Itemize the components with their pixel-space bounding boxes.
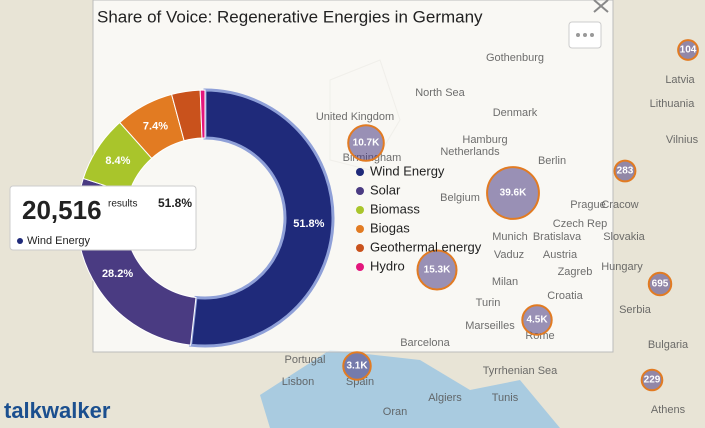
legend-marker xyxy=(356,206,364,214)
place-label: Athens xyxy=(651,404,686,416)
data-label: 8.4% xyxy=(105,155,130,167)
tooltip-series: Wind Energy xyxy=(27,235,90,247)
legend-label: Hydro xyxy=(370,258,405,273)
bubble-label: 15.3K xyxy=(424,265,451,276)
place-label: Gothenburg xyxy=(486,52,544,64)
donut-slice xyxy=(188,88,335,348)
data-label: 51.8% xyxy=(293,218,324,230)
place-label: Berlin xyxy=(538,155,566,167)
place-label: Cracow xyxy=(601,199,638,211)
place-label: Tyrrhenian Sea xyxy=(483,365,558,377)
tooltip: 20,516 results 51.8% Wind Energy xyxy=(9,185,197,251)
place-label: Netherlands xyxy=(440,146,500,158)
tooltip-dot xyxy=(17,238,23,244)
bubble-label: 39.6K xyxy=(500,188,527,199)
place-label: Barcelona xyxy=(400,337,450,349)
place-label: Serbia xyxy=(619,304,652,316)
place-label: Slovakia xyxy=(603,231,645,243)
map-bubble xyxy=(342,351,372,381)
legend-marker xyxy=(356,225,364,233)
map-bubble xyxy=(613,159,637,183)
place-label: Prague xyxy=(570,199,605,211)
place-label: Turin xyxy=(476,297,501,309)
bubble-label: 229 xyxy=(644,375,661,386)
chart-title: Share of Voice: Regenerative Energies in… xyxy=(97,7,483,26)
legend-label: Biogas xyxy=(370,220,410,235)
legend-label: Wind Energy xyxy=(370,163,445,178)
legend-marker xyxy=(356,244,364,252)
bubble-label: 4.5K xyxy=(526,315,548,326)
place-label: Denmark xyxy=(493,107,538,119)
place-label: Milan xyxy=(492,276,518,288)
place-label: Vilnius xyxy=(666,134,699,146)
place-label: Zagreb xyxy=(558,266,593,278)
place-label: Latvia xyxy=(665,74,695,86)
tooltip-unit: results xyxy=(108,199,137,210)
legend-label: Biomass xyxy=(370,201,420,216)
place-label: Portugal xyxy=(285,354,326,366)
menu-button[interactable] xyxy=(568,21,602,49)
place-label: Lisbon xyxy=(282,376,314,388)
place-label: Vaduz xyxy=(494,249,524,261)
bubble-label: 283 xyxy=(617,166,634,177)
place-label: Bratislava xyxy=(533,231,582,243)
map-bubble xyxy=(486,166,540,220)
place-label: Marseilles xyxy=(465,320,515,332)
legend-marker xyxy=(356,168,364,176)
tooltip-count: 20,516 xyxy=(22,195,102,225)
map-bubble xyxy=(677,39,699,61)
place-label: Munich xyxy=(492,231,527,243)
bubble-label: 10.7K xyxy=(353,138,380,149)
bubble-label: 695 xyxy=(652,279,669,290)
place-label: Austria xyxy=(543,249,578,261)
map-bubble xyxy=(521,304,553,336)
place-label: Algiers xyxy=(428,392,462,404)
place-label: Czech Rep xyxy=(553,218,607,230)
map-bubble xyxy=(640,368,664,392)
place-label: United Kingdom xyxy=(316,111,394,123)
brand-logo: talkwalker xyxy=(4,398,111,423)
donut-slice xyxy=(199,89,206,139)
place-label: North Sea xyxy=(415,87,465,99)
place-label: Lithuania xyxy=(650,98,696,110)
data-label: 28.2% xyxy=(102,268,133,280)
map-bubble xyxy=(416,249,458,291)
data-label: 7.4% xyxy=(143,120,168,132)
legend-marker xyxy=(356,263,364,271)
place-label: Bulgaria xyxy=(648,339,689,351)
close-button[interactable] xyxy=(593,0,609,13)
legend-marker xyxy=(356,187,364,195)
map-bubble xyxy=(647,271,673,297)
map-bubble xyxy=(347,124,385,162)
place-label: Oran xyxy=(383,406,407,418)
place-label: Belgium xyxy=(440,192,480,204)
place-label: Croatia xyxy=(547,290,583,302)
place-label: Hamburg xyxy=(462,134,507,146)
place-label: Hungary xyxy=(601,261,643,273)
place-label: Tunis xyxy=(492,392,519,404)
bubble-label: 104 xyxy=(680,45,697,56)
tooltip-share: 51.8% xyxy=(158,196,192,210)
bubble-label: 3.1K xyxy=(346,361,368,372)
legend-label: Geothermal energy xyxy=(370,239,482,254)
legend-label: Solar xyxy=(370,182,401,197)
